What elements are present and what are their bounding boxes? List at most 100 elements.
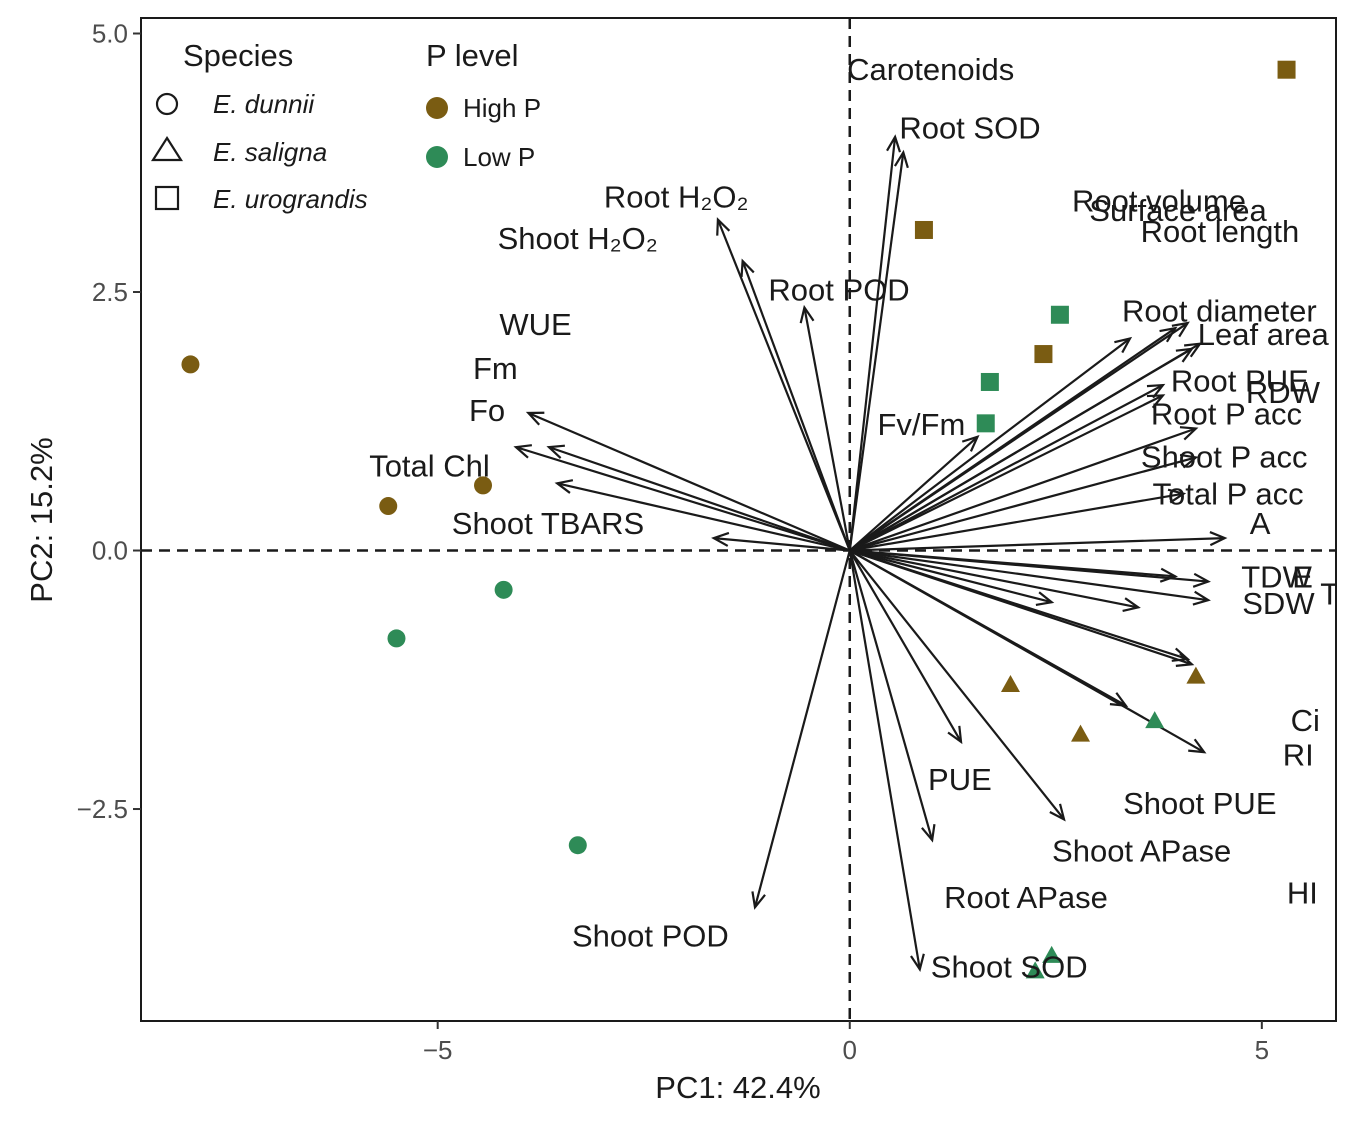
variable-label-root-p-acc: Root P acc [1151, 397, 1302, 432]
point-e-dunnii-high-p [379, 497, 398, 516]
point-e-saligna-high-p [1071, 724, 1091, 742]
point-e-urograndis-low-p [980, 372, 999, 391]
loading-arrow-shoot-apase [848, 549, 1066, 822]
variable-label-total-chl: Total Chl [369, 448, 490, 483]
loading-arrow-root-h-o [716, 217, 851, 551]
variable-label-a: A [1250, 506, 1271, 541]
loading-arrow-root-pod [799, 304, 851, 551]
loading-arrow-etrm [849, 549, 1055, 607]
variable-label-rdw: RDW [1246, 375, 1321, 410]
y-tick-label: 5.0 [92, 19, 128, 49]
variable-label-root-pue: Root PUE [1171, 363, 1309, 398]
loading-arrow-fm [513, 444, 851, 552]
x-tick-label: −5 [423, 1035, 453, 1065]
variable-label-ri: RI [1283, 737, 1314, 772]
legend: Species E. dunnii E. saligna E. urogrand… [150, 38, 541, 214]
x-tick-label: 0 [843, 1035, 857, 1065]
y-axis-title: PC2: 15.2% [24, 437, 59, 602]
loading-arrow-root-sod [848, 149, 909, 551]
legend-circle-icon [155, 92, 179, 116]
loading-arrow-shoot-sod [848, 550, 925, 972]
variable-label-surface-area: Surface area [1089, 193, 1267, 228]
loading-arrow-pue [848, 549, 963, 745]
loading-arrow-wue [525, 411, 851, 552]
legend-p-title: P level [426, 38, 519, 73]
variable-label-hi: HI [1287, 876, 1318, 911]
point-e-urograndis-high-p [914, 220, 933, 239]
loading-arrow-root-length [849, 321, 1190, 552]
loading-arrow-shoot-pue [849, 549, 1207, 754]
y-tick-label: 0.0 [92, 536, 128, 566]
variable-label-root-h-o: Root H₂O₂ [604, 180, 749, 215]
loading-arrow-root-volume [849, 336, 1133, 552]
variable-label-root-pod: Root POD [768, 273, 909, 308]
point-e-dunnii-high-p [181, 355, 200, 374]
point-e-dunnii-low-p [494, 580, 513, 599]
legend-low-p-label: Low P [463, 142, 535, 172]
variable-label-shoot-h-o: Shoot H₂O₂ [498, 221, 658, 256]
legend-high-p-dot-icon [426, 97, 448, 119]
variable-label-pue: PUE [928, 762, 992, 797]
point-e-urograndis-low-p [1050, 305, 1069, 324]
loading-arrow-root-pue [849, 394, 1166, 552]
point-e-saligna-low-p [1042, 945, 1062, 963]
loading-arrow-rdw [849, 383, 1166, 552]
variable-label-fo: Fo [469, 393, 505, 428]
loading-arrow-shoot-h-o [740, 258, 851, 551]
variable-label-wue: WUE [499, 307, 571, 342]
point-e-saligna-high-p [1000, 674, 1020, 692]
loading-arrow-total-p-acc [849, 488, 1187, 552]
legend-square-icon [154, 185, 180, 211]
variable-label-carotenoids: Carotenoids [847, 52, 1014, 87]
point-e-urograndis-high-p [1034, 345, 1053, 364]
loading-arrow-root-p-acc [849, 426, 1199, 552]
variable-label-fv-fm: Fv/Fm [878, 407, 966, 442]
legend-species-1-label: E. dunnii [213, 89, 315, 119]
legend-species-2-label: E. saligna [213, 137, 327, 167]
loading-arrow-shoot-p-acc [849, 453, 1199, 552]
point-e-saligna-low-p [1145, 711, 1165, 729]
loading-arrow-root-apase [848, 550, 936, 843]
plot-panel [140, 17, 1337, 1022]
variable-label-shoot-pod: Shoot POD [572, 918, 729, 953]
loading-arrow-carotenoids [848, 134, 902, 551]
loading-arrow-total-chl [554, 479, 851, 552]
loading-arrow-ri [849, 549, 1195, 667]
variable-label-shoot-apase: Shoot APase [1052, 833, 1231, 868]
y-tick-label: 2.5 [92, 277, 128, 307]
variable-label-ci: Ci [1291, 703, 1320, 738]
variable-label-tdw: TDW [1241, 560, 1312, 595]
variable-label-fm: Fm [473, 351, 518, 386]
point-e-urograndis-high-p [1277, 60, 1296, 79]
variable-label-e: E [1292, 559, 1313, 594]
loading-arrow-leaf-area [849, 347, 1195, 552]
legend-species-title: Species [183, 38, 293, 73]
point-e-saligna-high-p [1186, 666, 1206, 684]
y-tick-label: −2.5 [77, 794, 128, 824]
variable-label-sdw: SDW [1242, 586, 1315, 621]
x-axis-title: PC1: 42.4% [655, 1070, 820, 1105]
loading-arrow-fv-fm [849, 434, 980, 552]
x-tick-label: 5 [1255, 1035, 1269, 1065]
variable-label-root-length: Root length [1141, 214, 1300, 249]
variable-label-shoot-tbars: Shoot TBARS [452, 506, 644, 541]
legend-low-p-dot-icon [426, 146, 448, 168]
variable-label-root-volume: Root volume [1072, 184, 1246, 219]
point-e-dunnii-low-p [568, 836, 587, 855]
variable-label-leaf-area: Leaf area [1198, 317, 1330, 352]
loading-arrow-sdw [849, 549, 1211, 606]
variable-label-shoot-pue: Shoot PUE [1123, 786, 1276, 821]
point-e-urograndis-low-p [976, 414, 995, 433]
loading-arrow-fo [546, 444, 851, 552]
loading-arrow-shoot-pod [751, 550, 851, 910]
loading-arrow-tdw [849, 549, 1211, 588]
point-e-dunnii-high-p [474, 476, 493, 495]
legend-high-p-label: High P [463, 93, 541, 123]
variable-label-root-diameter: Root diameter [1122, 294, 1317, 329]
variable-label-root-apase: Root APase [944, 880, 1108, 915]
point-e-dunnii-low-p [387, 629, 406, 648]
variable-label-root-sod: Root SOD [899, 110, 1040, 145]
point-e-saligna-low-p [1025, 961, 1045, 979]
variable-label-shoot-sod: Shoot SOD [931, 949, 1088, 984]
